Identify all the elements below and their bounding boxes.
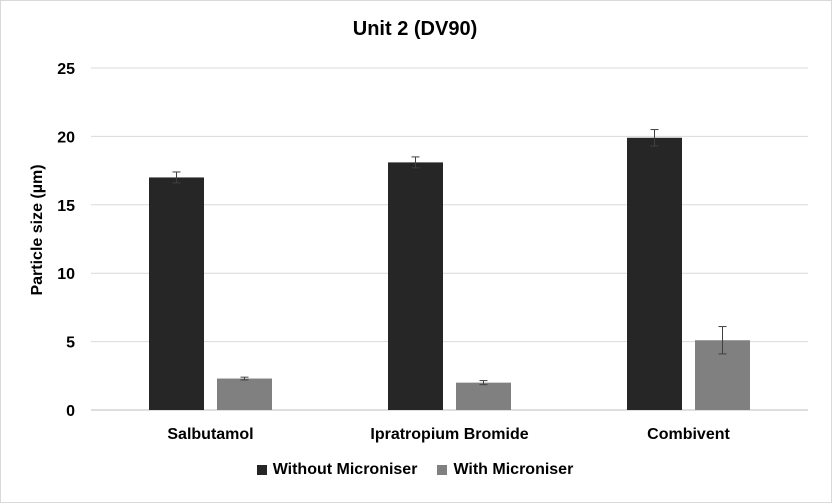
chart-title: Unit 2 (DV90) — [352, 18, 478, 40]
legend-label-with-microniser: With Microniser — [453, 461, 574, 478]
legend-swatch-with-microniser — [437, 465, 448, 475]
bar — [149, 177, 204, 410]
x-tick-label: Ipratropium Bromide — [370, 426, 528, 443]
y-tick-label: 20 — [57, 129, 75, 146]
legend-item-without-microniser: Without Microniser — [256, 461, 418, 479]
x-tick-label: Combivent — [647, 426, 730, 443]
legend-swatch-without-microniser — [256, 465, 267, 475]
legend: Without Microniser With Microniser — [0, 461, 830, 479]
bar — [388, 162, 443, 410]
y-tick-label: 10 — [57, 266, 75, 283]
y-tick-label: 25 — [57, 61, 75, 78]
y-tick-label: 5 — [66, 335, 75, 352]
y-tick-label: 15 — [57, 198, 75, 215]
legend-item-with-microniser: With Microniser — [437, 461, 573, 479]
bar — [456, 382, 511, 410]
y-tick-label: 0 — [66, 403, 75, 420]
x-tick-label: Salbutamol — [167, 426, 253, 443]
bar — [627, 137, 682, 410]
bar — [217, 378, 272, 410]
legend-label-without-microniser: Without Microniser — [272, 461, 418, 478]
